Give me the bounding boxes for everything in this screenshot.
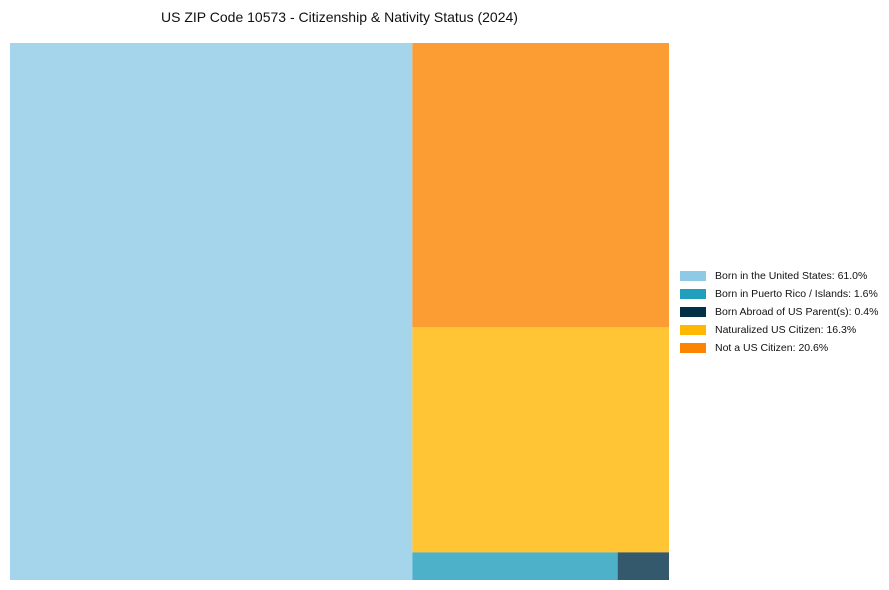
legend-swatch [680,343,706,353]
legend-swatch [680,325,706,335]
legend-label: Not a US Citizen: 20.6% [715,342,829,354]
treemap-tile-not-a-us-citizen [412,43,669,328]
legend-swatch [680,271,706,281]
treemap-tile-born-in-the-united-states [10,43,413,580]
legend-label: Born in Puerto Rico / Islands: 1.6% [715,288,878,300]
legend-item-naturalized: Naturalized US Citizen: 16.3% [680,321,878,339]
legend-item-born-us: Born in the United States: 61.0% [680,267,878,285]
legend: Born in the United States: 61.0% Born in… [680,267,878,357]
treemap-tile-naturalized-us-citizen [412,327,669,553]
legend-swatch [680,289,706,299]
legend-label: Born Abroad of US Parent(s): 0.4% [715,306,879,318]
chart-title: US ZIP Code 10573 - Citizenship & Nativi… [161,9,518,25]
legend-item-born-abroad: Born Abroad of US Parent(s): 0.4% [680,303,878,321]
legend-label: Born in the United States: 61.0% [715,270,868,282]
legend-swatch [680,307,706,317]
treemap-tile-born-in-puerto-rico-islands [412,552,618,580]
legend-label: Naturalized US Citizen: 16.3% [715,324,857,336]
legend-item-not-citizen: Not a US Citizen: 20.6% [680,339,878,357]
legend-item-born-pr: Born in Puerto Rico / Islands: 1.6% [680,285,878,303]
treemap-tile-born-abroad-of-us-parent-s [617,552,669,580]
